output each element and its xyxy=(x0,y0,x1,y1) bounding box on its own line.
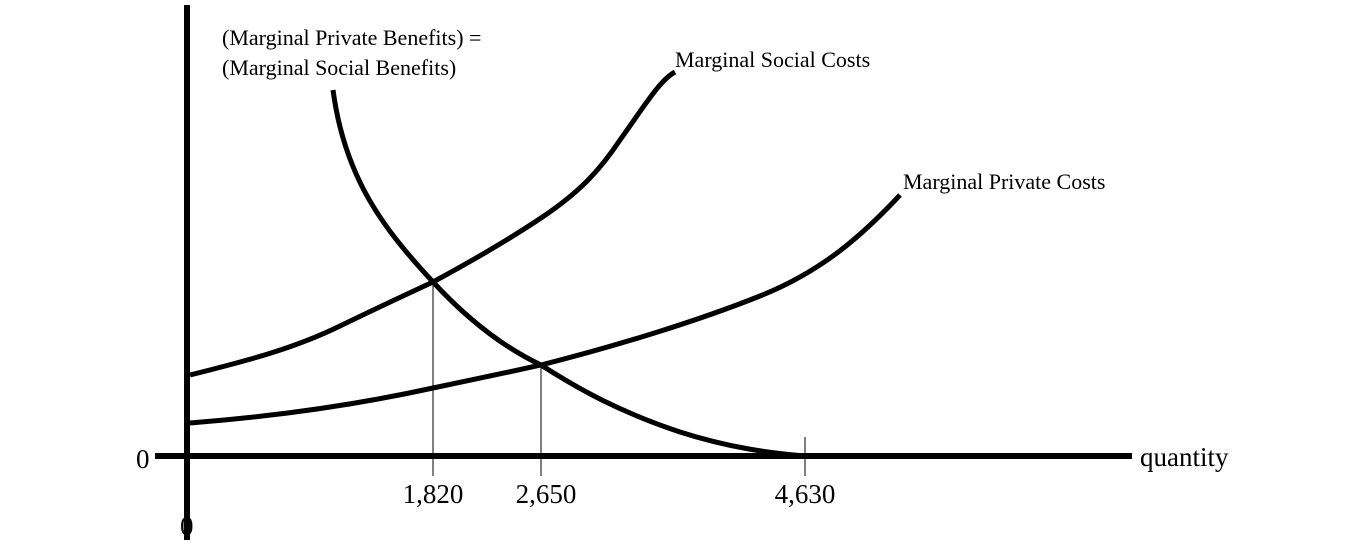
x-axis-label: quantity xyxy=(1140,442,1229,472)
marginal-social-benefits-curve xyxy=(330,89,806,459)
marginal-social-costs-curve xyxy=(189,69,677,378)
msb-label-line2: (Marginal Social Benefits) xyxy=(222,55,456,80)
x-tick-label: 2,650 xyxy=(516,479,577,509)
marginal-private-costs-curve xyxy=(189,193,902,426)
x-origin-label: 0 xyxy=(180,511,194,541)
mpc-label: Marginal Private Costs xyxy=(903,169,1105,194)
msb-label-line1: (Marginal Private Benefits) = xyxy=(222,25,481,50)
y-origin-label: 0 xyxy=(136,444,150,474)
x-tick-label: 4,630 xyxy=(775,479,836,509)
x-tick-label: 1,820 xyxy=(403,479,464,509)
msc-label: Marginal Social Costs xyxy=(675,47,870,72)
